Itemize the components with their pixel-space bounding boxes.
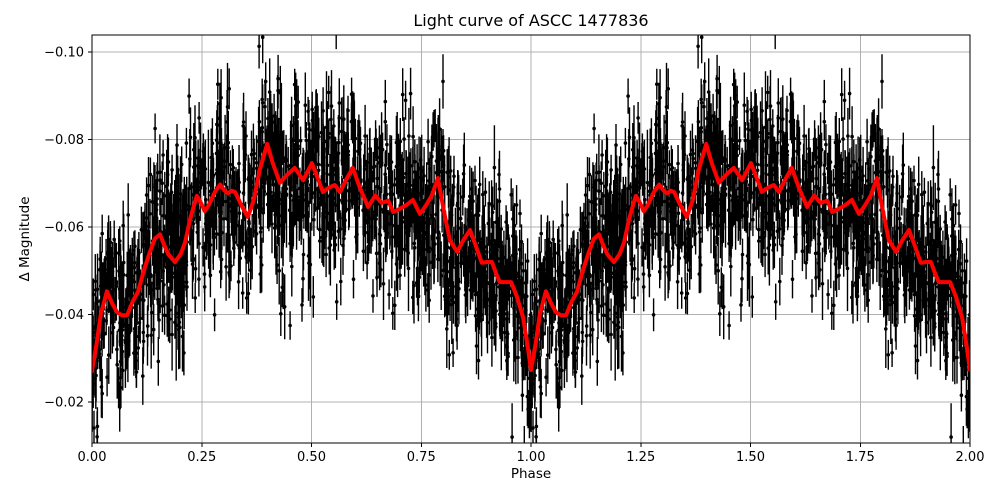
x-tick-label: 1.25 [626, 450, 655, 465]
y-tick-label: −0.02 [44, 395, 84, 410]
y-tick-label: −0.08 [44, 133, 84, 148]
scatter-layer [92, 35, 970, 443]
x-tick-label: 1.50 [736, 450, 765, 465]
x-tick-label: 1.00 [517, 450, 546, 465]
data-markers [92, 35, 970, 439]
x-tick-label: 0.50 [297, 450, 326, 465]
y-tick-label: −0.04 [44, 308, 84, 323]
chart-title: Light curve of ASCC 1477836 [413, 11, 649, 30]
y-tick-label: −0.06 [44, 220, 84, 235]
y-tick-label: −0.10 [44, 46, 84, 61]
smoothed-light-curve-line [92, 141, 970, 374]
x-axis-label: Phase [510, 466, 552, 482]
x-tick-label: 0.00 [78, 450, 107, 465]
x-tick-label: 0.25 [187, 450, 216, 465]
x-tick-label: 2.00 [956, 450, 985, 465]
tick-layer [88, 51, 971, 447]
tick-labels: 0.00 0.25 0.50 0.75 1.00 1.25 1.50 1.75 2.00 −0.1… [44, 46, 984, 465]
x-tick-label: 1.75 [846, 450, 875, 465]
x-tick-label: 0.75 [407, 450, 436, 465]
y-axis-label: Δ Magnitude [17, 196, 33, 282]
